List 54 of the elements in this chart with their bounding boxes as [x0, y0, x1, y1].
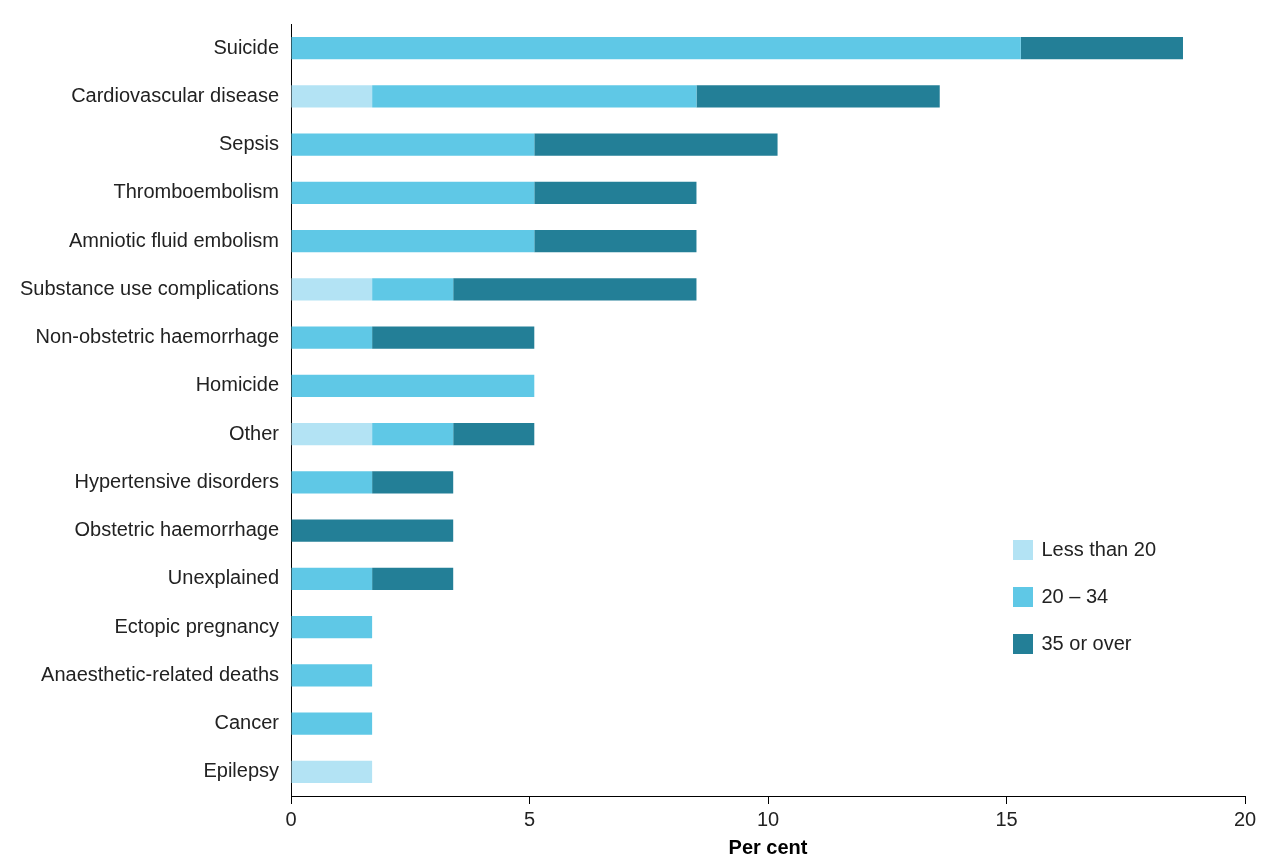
- bar: [453, 423, 535, 446]
- bar: [291, 567, 373, 590]
- bar: [696, 85, 940, 108]
- bar: [534, 181, 697, 204]
- bar: [372, 567, 454, 590]
- bar: [291, 664, 373, 687]
- bar: [291, 760, 373, 783]
- bar: [372, 85, 697, 108]
- bar: [372, 278, 454, 301]
- y-tick-label: Amniotic fluid embolism: [68, 228, 280, 251]
- y-tick-label: Epilepsy: [203, 759, 280, 782]
- bar: [291, 616, 373, 639]
- x-tick-label: 15: [995, 807, 1018, 830]
- bar: [534, 133, 778, 156]
- y-tick-label: Non-obstetric haemorrhage: [35, 325, 280, 348]
- bar: [372, 423, 454, 446]
- bar: [534, 230, 697, 253]
- y-tick-label: Hypertensive disorders: [74, 469, 280, 492]
- bar: [291, 37, 1021, 60]
- bar: [291, 519, 454, 542]
- y-tick-label: Other: [229, 421, 280, 444]
- bar: [291, 85, 373, 108]
- y-tick-label: Cardiovascular disease: [71, 83, 280, 106]
- legend-label: Less than 20: [1041, 538, 1156, 561]
- bar: [291, 374, 535, 397]
- bar: [291, 712, 373, 735]
- bar: [291, 471, 373, 494]
- x-tick-label: 20: [1233, 807, 1257, 830]
- bar: [291, 181, 535, 204]
- bar: [372, 326, 535, 349]
- bar: [291, 423, 373, 446]
- bar: [453, 278, 697, 301]
- y-tick-label: Obstetric haemorrhage: [74, 518, 280, 541]
- bar: [291, 326, 373, 349]
- bar: [1020, 37, 1183, 60]
- bar: [291, 278, 373, 301]
- x-tick-label: 0: [285, 807, 297, 830]
- y-tick-label: Suicide: [213, 35, 280, 58]
- y-tick-label: Substance use complications: [19, 276, 280, 299]
- legend-label: 20 – 34: [1041, 585, 1109, 608]
- y-tick-label: Cancer: [214, 711, 280, 734]
- legend-label: 35 or over: [1041, 632, 1132, 655]
- x-axis-title: Per cent: [728, 835, 808, 858]
- x-tick-label: 10: [756, 807, 780, 830]
- bar: [372, 471, 454, 494]
- y-tick-label: Ectopic pregnancy: [114, 614, 280, 637]
- y-tick-label: Thromboembolism: [113, 180, 280, 203]
- x-tick-label: 5: [523, 807, 536, 830]
- bar: [291, 133, 535, 156]
- y-tick-label: Unexplained: [167, 566, 280, 589]
- y-tick-label: Homicide: [195, 373, 280, 396]
- y-tick-label: Anaesthetic-related deaths: [41, 662, 280, 685]
- bar: [291, 230, 535, 253]
- y-tick-label: Sepsis: [219, 132, 280, 155]
